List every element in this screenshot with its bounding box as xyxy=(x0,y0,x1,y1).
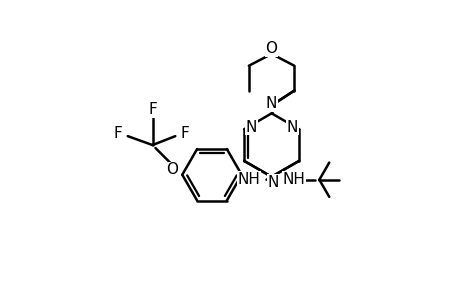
Text: N: N xyxy=(265,96,277,111)
Text: O: O xyxy=(265,41,277,56)
Text: N: N xyxy=(245,120,256,135)
Text: N: N xyxy=(267,175,279,190)
Text: N: N xyxy=(286,120,297,135)
Text: F: F xyxy=(180,126,189,141)
Text: F: F xyxy=(148,102,157,117)
Text: O: O xyxy=(166,162,178,177)
Text: NH: NH xyxy=(282,172,305,187)
Text: F: F xyxy=(113,126,122,141)
Text: NH: NH xyxy=(237,172,260,187)
